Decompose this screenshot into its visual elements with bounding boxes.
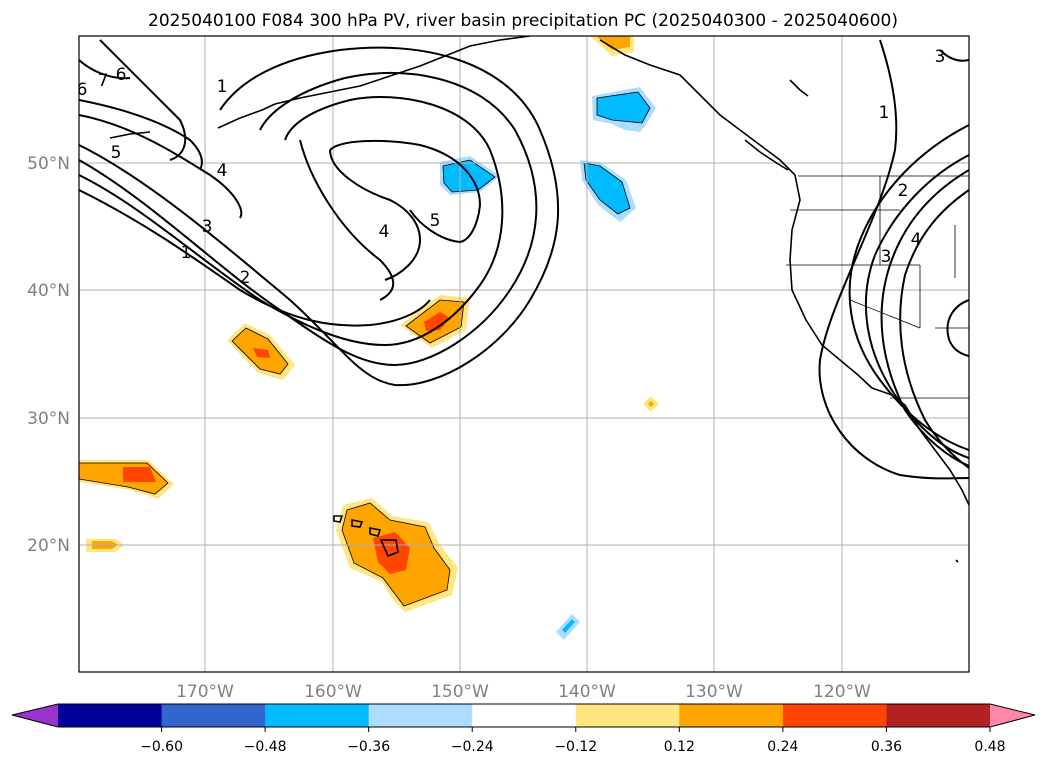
colorbar-extend-min: [12, 704, 58, 727]
coast-alaska-aleutians: [217, 36, 531, 129]
pv-contour-inner-1: [299, 139, 395, 301]
lat-label-20n: 20°N: [27, 536, 70, 556]
pv-contour-east-5: [946, 299, 969, 357]
plot-area: 1 2 3 4 5 4 5 6 7 6 1 1 2 3 4 3: [77, 36, 969, 672]
colorbar-segment: [575, 704, 680, 727]
shade-blue-gulf: [597, 92, 650, 123]
clabel-4-center: 4: [379, 222, 390, 242]
pv-contour-main-2: [79, 71, 538, 367]
shade-spot-orange: [648, 401, 654, 407]
coast-haida-gwaii: [789, 79, 809, 97]
shade-165w-red: [253, 348, 270, 358]
colorbar-segment: [58, 704, 163, 727]
colorbar-tick-label: 0.48: [974, 739, 1005, 755]
colorbar-segment: [368, 704, 473, 727]
pv-contour-main-outer: [79, 46, 560, 387]
colorbar-segment: [782, 704, 887, 727]
coast-hawaii-oahu: [351, 519, 364, 528]
chart-title: 2025040100 F084 300 hPa PV, river basin …: [148, 11, 898, 31]
pv-contour-main-3: [79, 96, 504, 347]
colorbar-segment: [265, 704, 370, 727]
lat-axis-labels: 50°N 40°N 30°N 20°N: [27, 154, 70, 556]
colorbar-segment: [472, 704, 577, 727]
pv-contour-east-1: [848, 124, 969, 451]
coast-alaska-southeast: [599, 39, 796, 176]
shade-top-orange: [596, 36, 630, 50]
clabel-7-nw: 7: [98, 71, 109, 91]
gridlines: [79, 36, 969, 672]
plot-frame: [78, 35, 970, 673]
coast-aleutian-west: [109, 131, 151, 139]
lon-axis-labels: 170°W 160°W 150°W 140°W 130°W 120°W: [176, 682, 871, 702]
pv-contour-northwest-1: [79, 114, 243, 219]
colorbar-segment: [886, 704, 991, 727]
coast-hawaii-kauai: [333, 515, 344, 523]
colorbar-tick-label: −0.12: [554, 739, 597, 755]
coast-hawaii-maui: [369, 527, 382, 537]
lat-label-50n: 50°N: [27, 154, 70, 174]
clabel-2-east: 2: [898, 181, 909, 201]
lon-label-160w: 160°W: [304, 682, 362, 702]
borders: [786, 175, 969, 399]
colorbar-tick-label: −0.24: [451, 739, 494, 755]
lon-label-130w: 130°W: [685, 682, 743, 702]
pv-contour-northwest-3: [99, 39, 187, 161]
clabel-3-sw: 3: [202, 217, 213, 237]
colorbar-tick-label: −0.36: [347, 739, 390, 755]
lat-label-30n: 30°N: [27, 409, 70, 429]
colorbar-extend-max: [990, 704, 1035, 727]
colorbar-tick-label: 0.24: [767, 739, 798, 755]
shade-blue-50n: [443, 160, 495, 192]
colorbar-tick-label: 0.36: [871, 739, 902, 755]
coastlines: [109, 36, 969, 563]
colorbar-segments: [12, 704, 1035, 727]
coast-vancouver-island: [744, 139, 789, 171]
clabel-1-north: 1: [217, 77, 228, 97]
clabel-2-sw: 2: [240, 268, 251, 288]
lon-label-150w: 150°W: [431, 682, 489, 702]
coast-north-america-west: [789, 174, 969, 506]
lon-label-140w: 140°W: [558, 682, 616, 702]
colorbar-ticks: −0.60 −0.48 −0.36 −0.24 −0.12 0.12 0.24 0.36 0.4…: [140, 727, 1006, 755]
border-nv-ca-diagonal: [849, 299, 921, 329]
clabel-4-east: 4: [911, 230, 922, 250]
coast-hawaii-big-island: [379, 539, 399, 558]
clabel-3-top-east: 3: [935, 47, 946, 67]
clabel-6-nw-edge: 6: [77, 80, 88, 100]
lon-label-120w: 120°W: [813, 682, 871, 702]
colorbar-segment: [161, 704, 266, 727]
clabel-1-sw: 1: [181, 243, 192, 263]
clabel-5-center: 5: [430, 211, 441, 231]
colorbar-outline: [11, 703, 1036, 728]
colorbar-tick-label: −0.48: [244, 739, 287, 755]
clabel-6-nw: 6: [116, 65, 127, 85]
coast-guadalupe: [955, 559, 959, 563]
shade-150w-red: [424, 312, 450, 331]
clabel-1-east: 1: [879, 103, 890, 123]
pv-contour-east-3: [880, 169, 969, 467]
pv-contour-east-2: [864, 154, 969, 459]
pv-contour-east-top: [939, 49, 969, 62]
pv-contour-inner-3: [329, 149, 422, 281]
pv-contour-northwest-4: [79, 59, 131, 80]
shade-blue-small: [562, 619, 575, 633]
clabel-5-nw: 5: [111, 143, 122, 163]
contour-labels: 1 2 3 4 5 4 5 6 7 6 1 1 2 3 4 3: [77, 47, 946, 288]
lon-label-170w: 170°W: [176, 682, 234, 702]
shade-west-red: [123, 467, 156, 482]
pv-contour-inner-2: [329, 139, 482, 244]
pv-contours: [79, 39, 969, 480]
pv-contour-east-outer: [818, 39, 969, 480]
clabel-4-nw: 4: [217, 161, 228, 181]
clabel-3-east: 3: [881, 247, 892, 267]
shade-blue-coast: [584, 163, 630, 214]
lat-label-40n: 40°N: [27, 281, 70, 301]
pv-contour-east-4: [899, 189, 969, 469]
pv-contour-main-4: [79, 189, 431, 327]
colorbar: −0.60 −0.48 −0.36 −0.24 −0.12 0.12 0.24 0.36 0.4…: [11, 703, 1036, 755]
colorbar-tick-label: 0.12: [664, 739, 695, 755]
colorbar-segment: [679, 704, 784, 727]
colorbar-tick-label: −0.60: [140, 739, 183, 755]
